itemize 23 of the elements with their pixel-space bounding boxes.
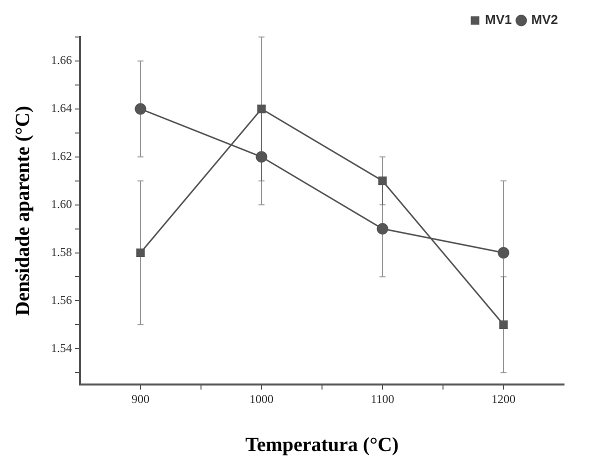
point xyxy=(256,151,268,163)
point xyxy=(134,103,146,115)
x-tick-label: 900 xyxy=(132,392,150,406)
point xyxy=(498,247,510,258)
point xyxy=(376,223,388,235)
y-tick-label: 1.66 xyxy=(51,53,72,68)
point xyxy=(257,104,266,114)
y-tick-label: 1.54 xyxy=(51,340,72,355)
legend-label: MV2 xyxy=(531,12,558,28)
point xyxy=(136,248,145,258)
x-tick-label: 1200 xyxy=(492,392,516,406)
y-tick-label: 1.62 xyxy=(51,149,72,164)
point xyxy=(499,320,508,329)
x-axis-title: Temperatura (°C) xyxy=(245,434,399,456)
y-tick-label: 1.56 xyxy=(51,292,72,307)
point xyxy=(378,176,387,186)
y-tick-label: 1.58 xyxy=(51,244,72,259)
x-tick-label: 1000 xyxy=(250,392,274,406)
y-tick-label: 1.64 xyxy=(51,101,72,116)
y-tick-label: 1.60 xyxy=(51,196,72,211)
x-tick-label: 1100 xyxy=(370,392,394,406)
y-axis-title: Densidade aparente (°C) xyxy=(12,106,34,316)
legend-label: MV1 xyxy=(485,12,512,28)
